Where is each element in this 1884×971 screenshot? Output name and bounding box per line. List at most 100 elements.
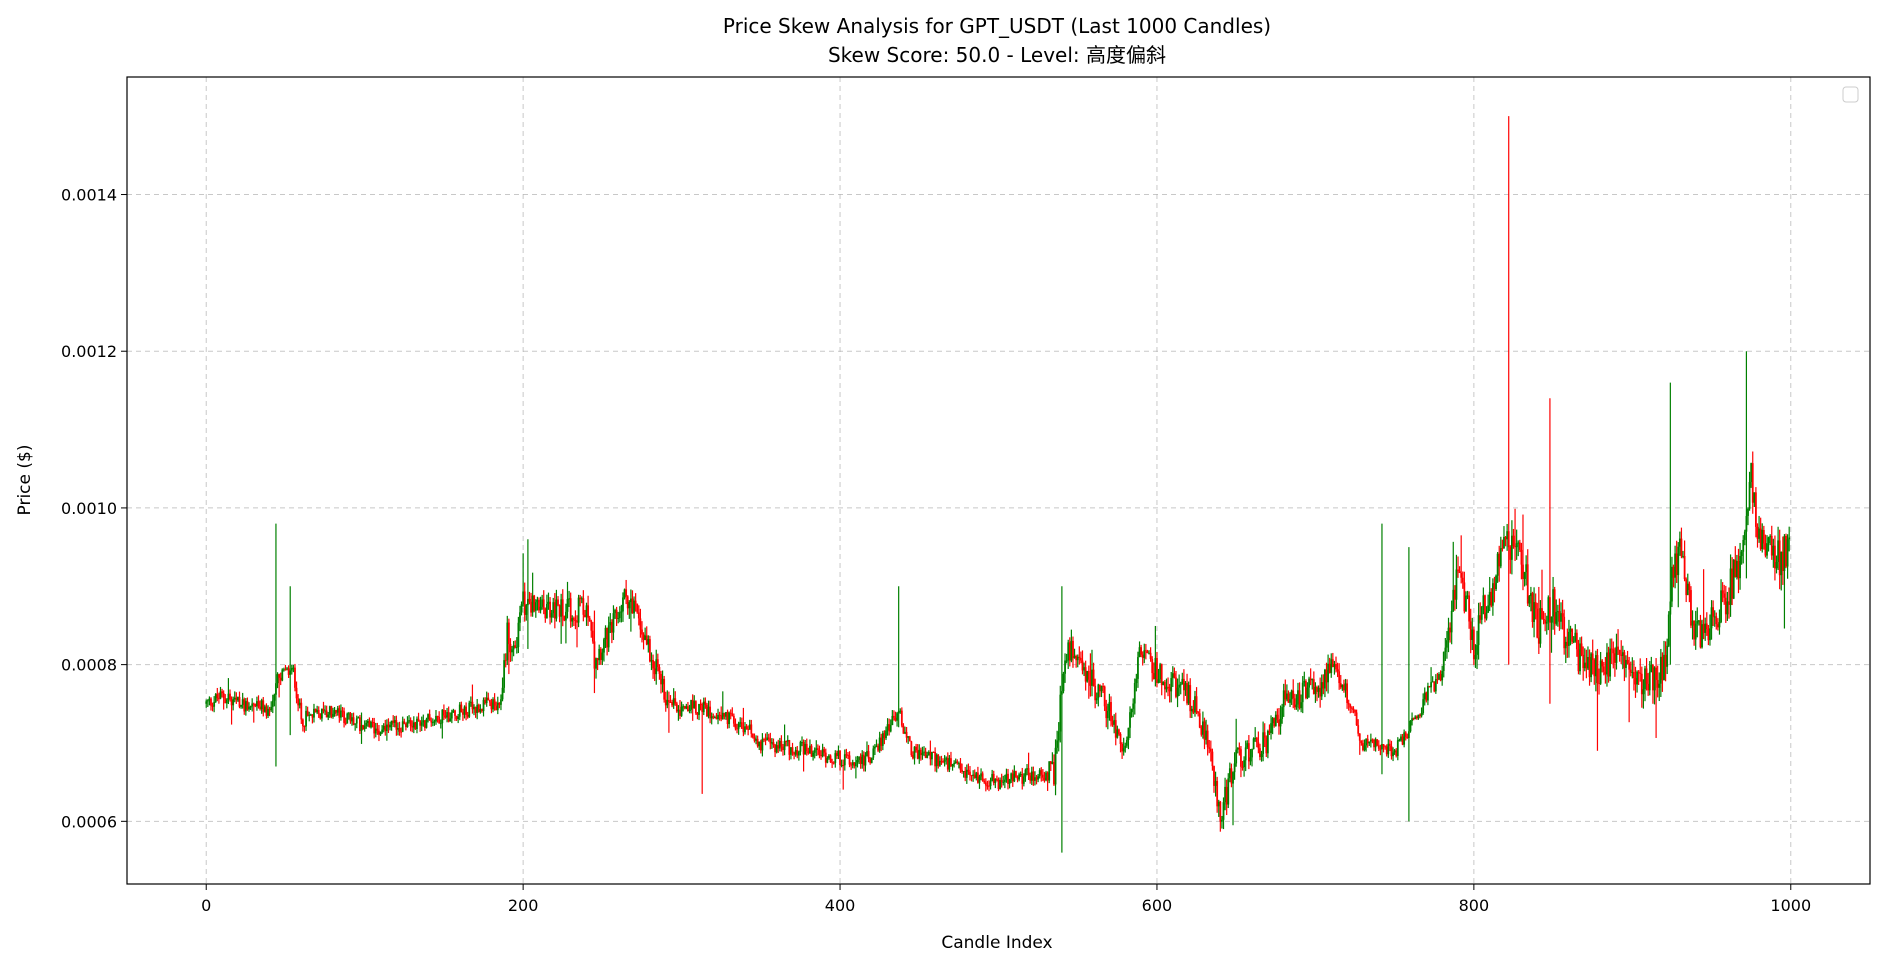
candle-body bbox=[305, 710, 307, 727]
candle-body bbox=[1240, 749, 1242, 767]
candle-body bbox=[972, 774, 975, 776]
candle-body bbox=[1079, 658, 1082, 661]
candle-body bbox=[851, 762, 854, 766]
candle-body bbox=[628, 602, 631, 609]
candle-body bbox=[680, 706, 683, 716]
candle-body bbox=[1369, 739, 1372, 742]
candle-body bbox=[1672, 566, 1675, 578]
candle-body bbox=[1747, 508, 1749, 516]
candle-body bbox=[1686, 583, 1689, 596]
candle-body bbox=[1740, 551, 1743, 557]
candle-body bbox=[1178, 684, 1181, 688]
candle-body bbox=[1202, 721, 1204, 735]
candle-body bbox=[1699, 620, 1702, 648]
candle-body bbox=[1647, 683, 1650, 691]
candle-body bbox=[810, 745, 813, 757]
candle-body bbox=[1038, 770, 1041, 777]
candle-body bbox=[1354, 709, 1356, 713]
candle-body bbox=[896, 713, 898, 721]
candle-body bbox=[883, 733, 886, 739]
candle-body bbox=[294, 667, 296, 688]
candle-body bbox=[1034, 777, 1036, 781]
candle-body bbox=[1192, 708, 1195, 713]
candle-body bbox=[720, 715, 723, 720]
candle-body bbox=[756, 738, 759, 747]
candle-body bbox=[1460, 572, 1463, 578]
candle-body bbox=[1477, 615, 1480, 646]
candle-body bbox=[496, 702, 499, 711]
candle-body bbox=[481, 709, 483, 712]
candle-body bbox=[1016, 777, 1019, 780]
candle-body bbox=[1027, 768, 1030, 776]
candle-body bbox=[1122, 748, 1125, 752]
candle-body bbox=[748, 724, 751, 730]
candle-body bbox=[561, 599, 564, 617]
candle-body bbox=[419, 720, 422, 726]
candle-body bbox=[601, 652, 604, 660]
x-axis-ticks: 0 200 400 600 800 1000 bbox=[201, 884, 1811, 915]
candle-body bbox=[1560, 613, 1562, 622]
candle-body bbox=[956, 761, 959, 764]
candle-body bbox=[240, 704, 242, 707]
candle-body bbox=[1633, 671, 1635, 679]
candle-body bbox=[829, 755, 832, 763]
candle-body bbox=[1406, 736, 1409, 739]
candle-body bbox=[1574, 632, 1577, 642]
candle-body bbox=[1325, 669, 1328, 683]
candle-body bbox=[1438, 674, 1440, 680]
candle-body bbox=[1488, 591, 1491, 606]
candle-body bbox=[523, 591, 526, 615]
candle-body bbox=[1163, 681, 1166, 690]
candle-body bbox=[951, 764, 954, 767]
candle-body bbox=[790, 747, 792, 755]
candle-body bbox=[332, 713, 334, 717]
candle-body bbox=[929, 752, 932, 760]
plot-frame bbox=[126, 76, 1871, 885]
candle-body bbox=[530, 601, 532, 613]
candle-body bbox=[809, 745, 811, 754]
candle-body bbox=[1255, 737, 1258, 743]
candle-body bbox=[693, 701, 696, 709]
candle-body bbox=[1572, 641, 1575, 643]
candle-body bbox=[1265, 737, 1268, 754]
candle-body bbox=[1728, 601, 1730, 605]
candle-body bbox=[845, 754, 848, 756]
candle-body bbox=[731, 713, 734, 716]
candle-body bbox=[1385, 746, 1388, 755]
candle-body bbox=[534, 602, 537, 611]
candle-body bbox=[282, 669, 285, 671]
candle-body bbox=[854, 762, 857, 767]
candle-body bbox=[1582, 654, 1585, 669]
candle-body bbox=[1331, 659, 1334, 667]
candle-body bbox=[1471, 629, 1474, 640]
candle-body bbox=[1555, 612, 1558, 624]
candle-body bbox=[1442, 651, 1445, 671]
candle-body bbox=[682, 706, 685, 708]
candle-body bbox=[346, 713, 349, 724]
candle-body bbox=[569, 598, 572, 622]
candle-body bbox=[1113, 720, 1116, 725]
candle-body bbox=[1661, 656, 1664, 680]
candle-body bbox=[1666, 645, 1669, 667]
candle-body bbox=[1466, 595, 1469, 597]
candle-body bbox=[916, 750, 919, 759]
candle-body bbox=[652, 659, 654, 669]
candle-body bbox=[715, 717, 718, 720]
candle-body bbox=[1671, 566, 1673, 602]
candle-body bbox=[493, 699, 496, 706]
candle-body bbox=[1518, 542, 1521, 550]
candle-body bbox=[1308, 678, 1310, 688]
candle-body bbox=[1262, 732, 1265, 754]
candle-body bbox=[1439, 674, 1442, 681]
candle-body bbox=[1309, 678, 1312, 681]
candle-body bbox=[591, 630, 594, 642]
candle-body bbox=[1702, 624, 1705, 633]
candle-body bbox=[1247, 743, 1250, 762]
candle-body bbox=[553, 602, 556, 619]
candle-body bbox=[1032, 771, 1035, 781]
candle-body bbox=[1401, 736, 1404, 745]
candle-body bbox=[869, 758, 872, 763]
candle-body bbox=[888, 724, 891, 732]
candle-body bbox=[303, 726, 306, 728]
candle-body bbox=[1357, 725, 1360, 734]
